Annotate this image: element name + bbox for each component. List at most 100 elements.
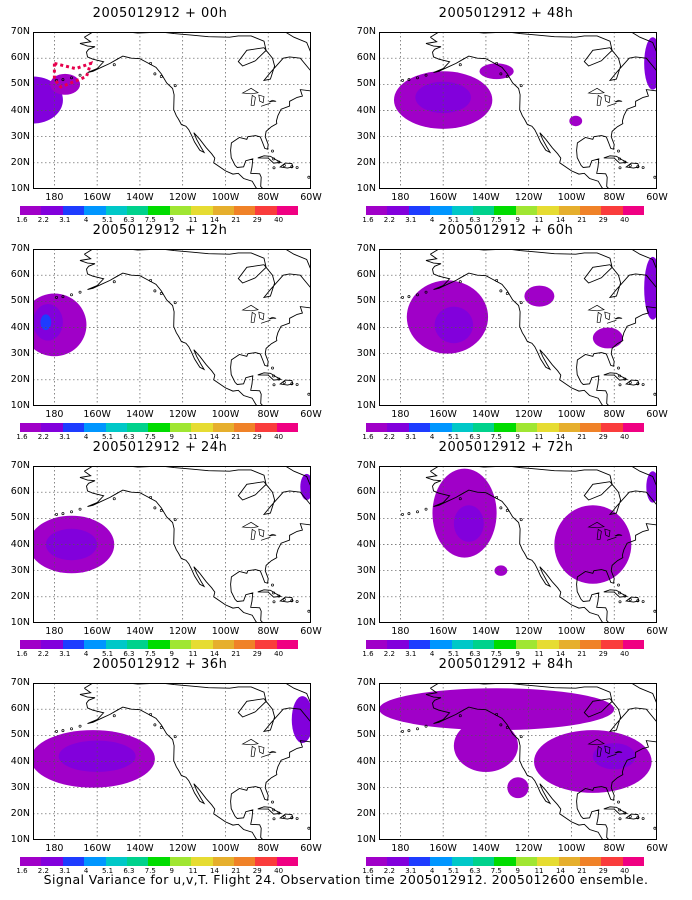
colorbar-label: 21	[577, 650, 587, 658]
colorbar-label: 14	[555, 867, 565, 875]
lat-tick-label: 30N	[10, 781, 30, 793]
colorbar	[20, 640, 299, 649]
great-lake	[258, 528, 265, 538]
lat-tick-label: 10N	[10, 400, 30, 411]
lon-tick-label: 60W	[646, 409, 668, 420]
island	[78, 290, 82, 294]
lat-tick-label: 40N	[10, 538, 30, 550]
great-lake	[241, 521, 259, 529]
colorbar-label: 5.1	[101, 433, 114, 441]
colorbar-swatch	[20, 423, 42, 432]
lon-tick-label: 180	[45, 409, 64, 420]
colorbar-swatch	[472, 857, 495, 866]
coastline	[79, 32, 311, 189]
lon-tick-label: 120W	[168, 626, 197, 637]
map-border	[379, 249, 657, 406]
island	[271, 800, 274, 804]
colorbar-label: 7.5	[144, 650, 156, 658]
coastline-cuba	[603, 372, 629, 381]
colorbar-swatch	[20, 640, 42, 649]
island	[272, 166, 276, 170]
island	[618, 383, 622, 387]
island	[78, 73, 82, 77]
island	[618, 600, 622, 604]
island	[295, 817, 299, 820]
coastline-cuba	[257, 372, 283, 381]
map-frame	[379, 32, 657, 189]
colorbar-swatch	[62, 640, 85, 649]
map-frame	[33, 249, 311, 406]
great-lake	[250, 745, 256, 757]
island	[617, 800, 620, 804]
colorbar-label: 7.5	[490, 216, 502, 224]
lon-tick-label: 140W	[126, 626, 154, 637]
colorbar-swatch	[408, 857, 431, 866]
island	[424, 290, 428, 294]
variance-region	[507, 777, 529, 799]
colorbar	[20, 423, 299, 432]
lat-tick-label: 30N	[10, 564, 30, 576]
colorbar-swatch	[387, 423, 409, 432]
island	[78, 507, 82, 511]
island	[55, 512, 58, 516]
colorbar-swatch	[148, 206, 170, 215]
colorbar-swatch	[601, 206, 623, 215]
colorbar-label: 14	[209, 867, 219, 875]
island	[307, 392, 311, 396]
map-panel: 2005012912 + 72h 70N 60N 50N 40N 30N 20N 10N 180…	[346, 440, 668, 658]
island	[641, 166, 645, 169]
colorbar-swatch	[494, 206, 516, 215]
colorbar-label: 1.6	[362, 216, 374, 224]
colorbar-label: 4	[83, 650, 89, 658]
island	[519, 84, 523, 88]
colorbar-swatch	[276, 857, 299, 866]
island	[149, 278, 153, 282]
map-border	[33, 32, 311, 189]
colorbar-label: 14	[209, 216, 219, 224]
colorbar-swatch	[191, 640, 213, 649]
coastline	[425, 32, 657, 189]
colorbar-label: 4	[83, 433, 89, 441]
colorbar-label: 2.2	[37, 433, 49, 441]
island	[61, 512, 65, 516]
great-lake	[250, 311, 256, 323]
island	[272, 591, 276, 595]
colorbar-label: 9	[169, 867, 174, 875]
island	[519, 518, 523, 522]
lon-tick-label: 80W	[603, 192, 625, 203]
great-lake	[606, 102, 617, 107]
island	[505, 726, 509, 729]
colorbar-label: 2.2	[37, 867, 49, 875]
island	[307, 826, 311, 830]
map-border	[33, 466, 311, 623]
colorbar-swatch	[276, 640, 299, 649]
lon-tick-label: 80W	[257, 843, 279, 854]
lon-tick-label: 120W	[514, 192, 543, 203]
island	[458, 497, 462, 501]
colorbar	[20, 206, 299, 215]
colorbar-label: 1.6	[16, 867, 28, 875]
island	[618, 157, 622, 161]
lat-tick-label: 40N	[356, 321, 376, 333]
variance-region	[479, 63, 514, 80]
great-lake	[587, 521, 605, 529]
island	[653, 392, 657, 396]
colorbar-label: 5.1	[101, 650, 114, 658]
colorbar-swatch	[41, 206, 63, 215]
great-lake	[604, 528, 611, 538]
lat-tick-label: 60N	[356, 269, 376, 281]
island	[272, 157, 276, 161]
island	[295, 166, 299, 169]
colorbar-label: 2.2	[383, 216, 395, 224]
island	[271, 583, 274, 587]
colorbar-swatch	[579, 206, 602, 215]
colorbar-label: 7.5	[490, 650, 502, 658]
island	[499, 72, 503, 76]
lon-tick-label: 60W	[646, 192, 668, 203]
great-lake	[596, 528, 602, 540]
colorbar-label: 3.1	[59, 650, 71, 658]
colorbar-label: 4	[429, 433, 435, 441]
colorbar-swatch	[255, 640, 277, 649]
island	[290, 599, 294, 603]
lat-tick-label: 30N	[356, 564, 376, 576]
